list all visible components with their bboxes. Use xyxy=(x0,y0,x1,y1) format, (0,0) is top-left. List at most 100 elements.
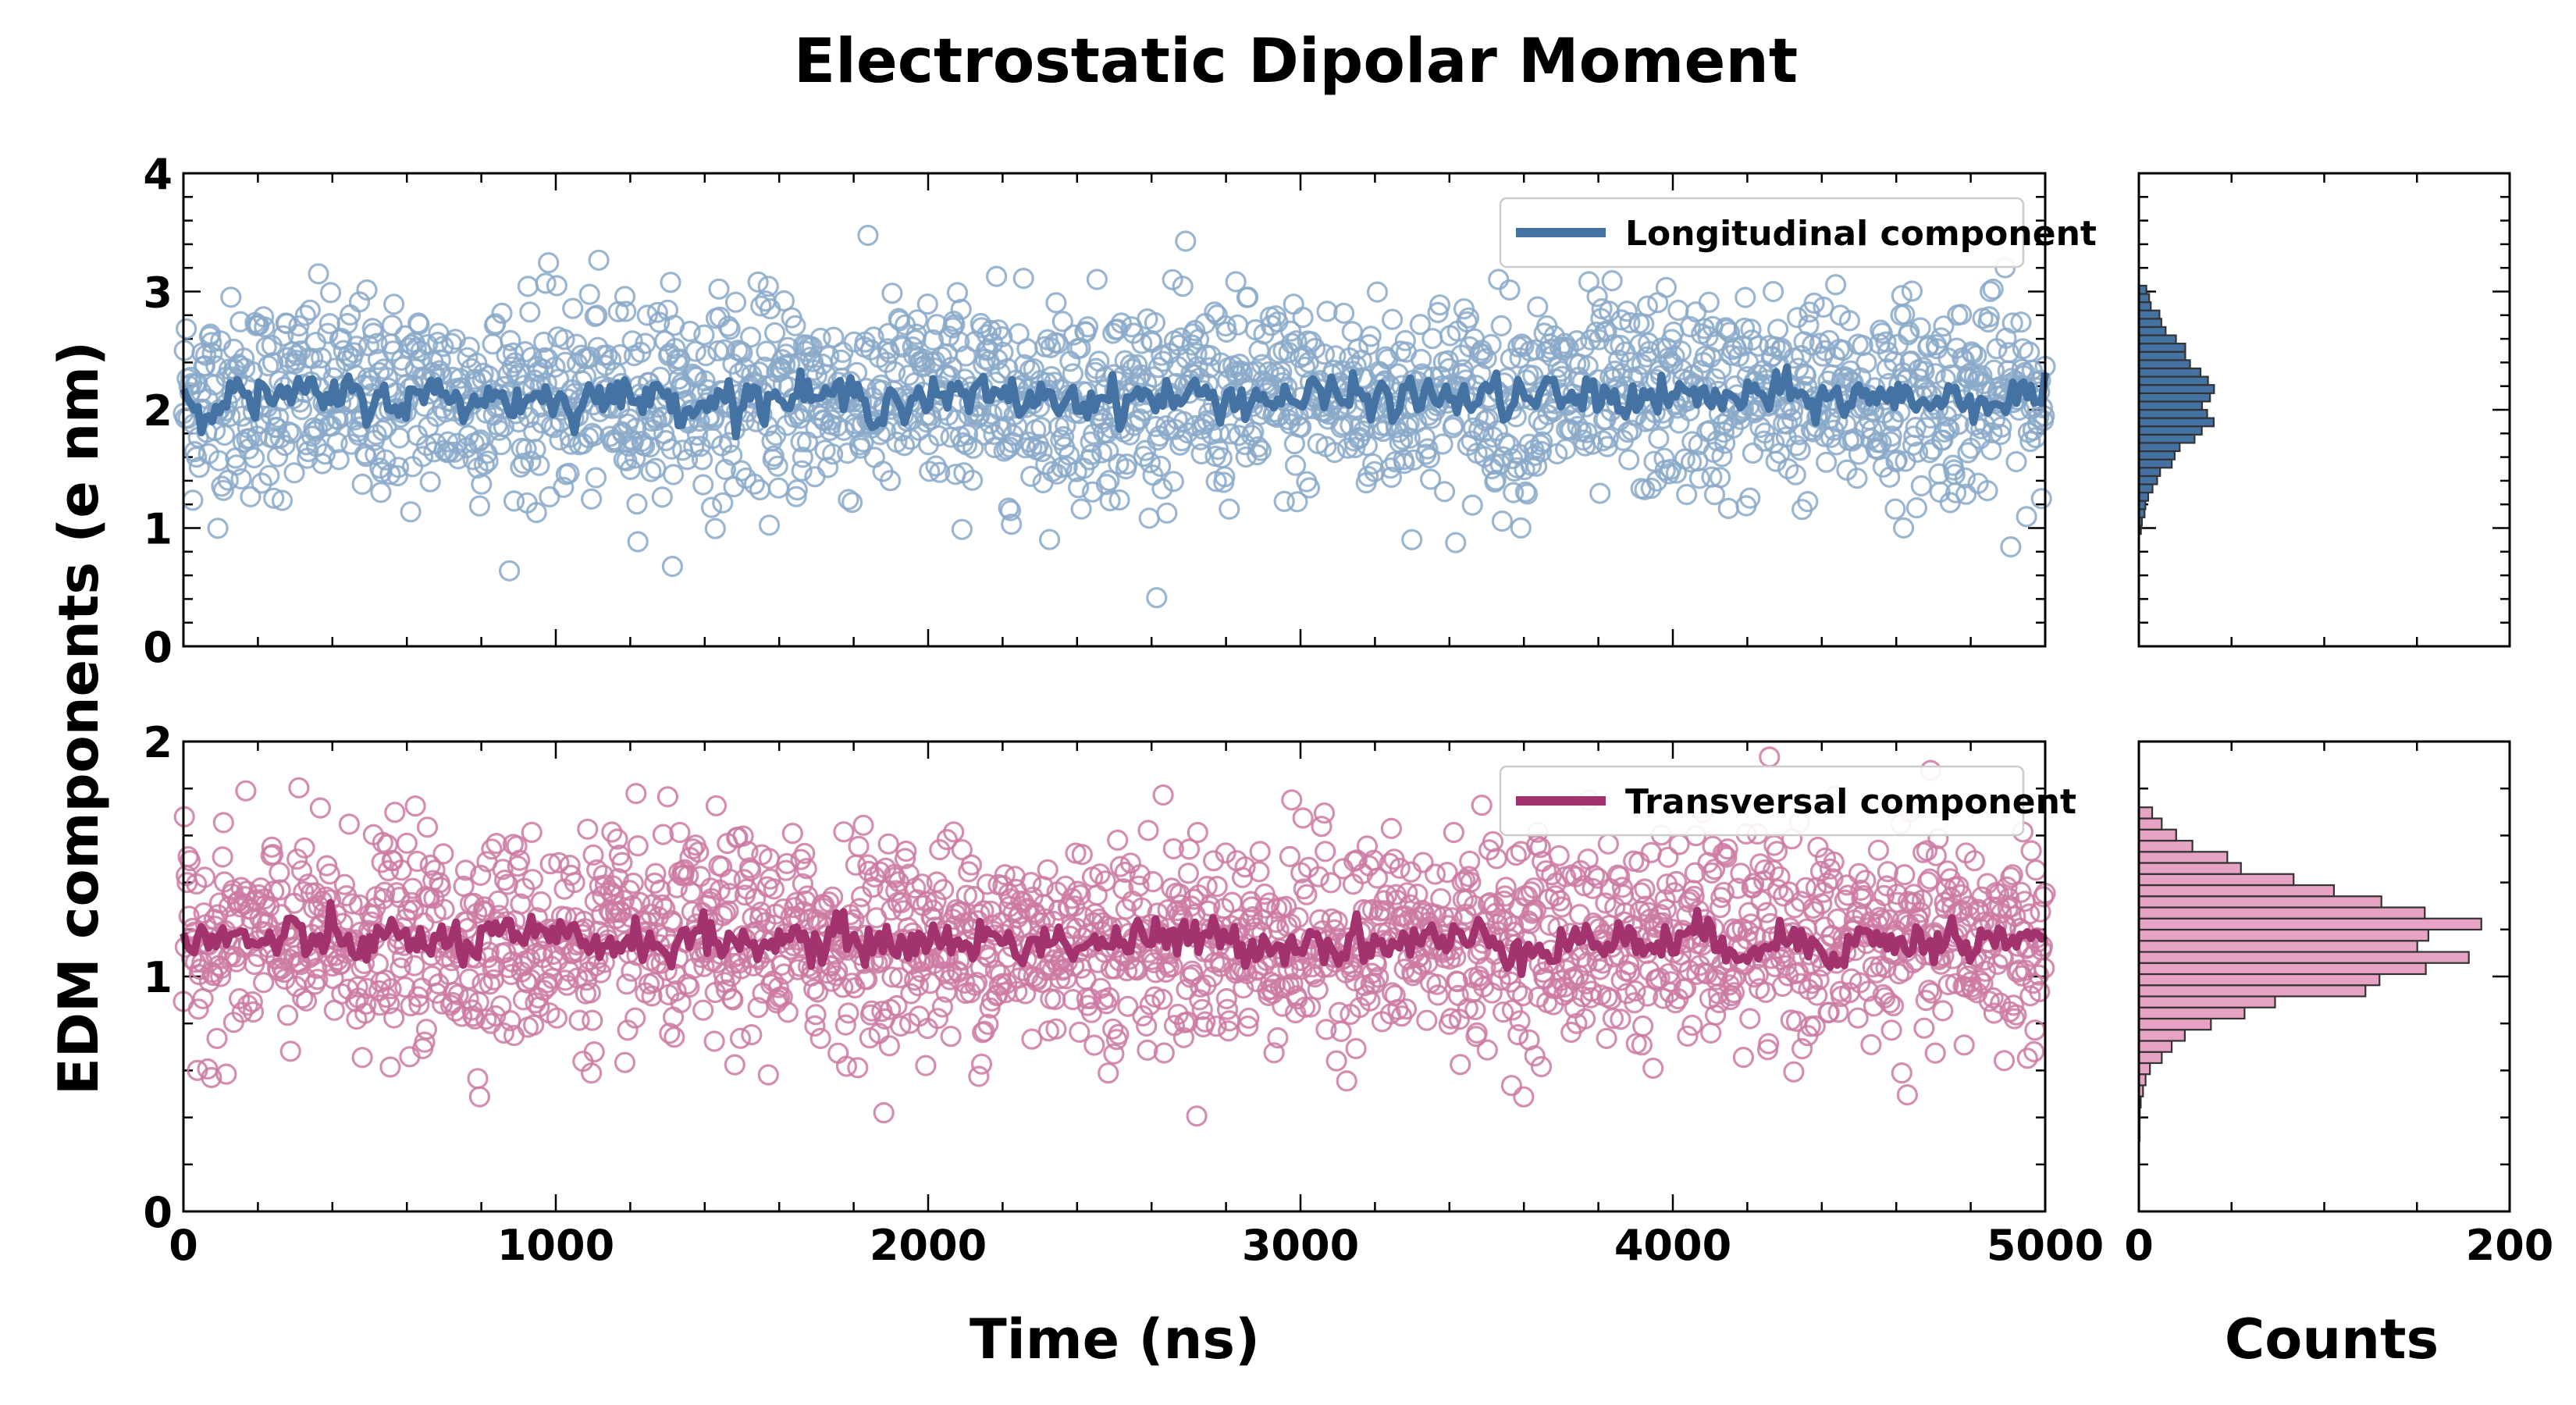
scatter-point xyxy=(664,1026,685,1048)
scatter-point xyxy=(645,457,667,479)
scatter-point xyxy=(1020,871,1042,894)
scatter-point xyxy=(1884,498,1906,520)
scatter-point xyxy=(389,427,411,449)
scatter-point xyxy=(601,821,623,843)
scatter-point xyxy=(695,345,717,367)
scatter-point xyxy=(926,871,948,893)
scatter-point xyxy=(1972,973,1994,994)
scatter-point xyxy=(268,407,290,429)
scatter-point xyxy=(1225,271,1247,293)
scatter-point xyxy=(1492,446,1514,468)
scatter-point xyxy=(1739,487,1761,509)
scatter-point xyxy=(1139,452,1162,474)
scatter-point xyxy=(283,462,305,484)
scatter-point xyxy=(475,1008,497,1030)
scatter-point xyxy=(244,446,265,469)
scatter-point xyxy=(1551,896,1573,918)
scatter-point xyxy=(732,825,754,847)
scatter-point xyxy=(1636,295,1659,317)
scatter-point xyxy=(1109,855,1131,877)
scatter-point xyxy=(1909,317,1931,339)
scatter-point xyxy=(1156,502,1178,524)
scatter-point xyxy=(473,454,496,475)
scatter-point xyxy=(1204,301,1226,323)
scatter-point xyxy=(878,1035,901,1057)
scatter-point xyxy=(471,973,493,994)
scatter-point xyxy=(660,272,681,293)
scatter-point xyxy=(493,870,516,891)
scatter-point xyxy=(1425,904,1447,926)
scatter-point xyxy=(785,486,807,507)
scatter-point xyxy=(686,424,709,446)
scatter-point xyxy=(253,306,275,328)
scatter-point xyxy=(2010,311,2032,333)
scatter-point xyxy=(1843,428,1865,450)
scatter-point xyxy=(1062,363,1084,385)
y-axis-label: EDM components (e nm) xyxy=(47,341,111,1095)
scatter-point xyxy=(1152,784,1174,806)
scatter-point xyxy=(869,861,891,883)
scatter-point xyxy=(487,890,509,912)
scatter-point xyxy=(984,959,1007,981)
scatter-point xyxy=(980,319,1002,342)
scatter-point xyxy=(1191,998,1213,1020)
scatter-point xyxy=(1523,877,1545,899)
scatter-point xyxy=(1421,328,1443,350)
scatter-point xyxy=(368,980,390,1001)
scatter-point xyxy=(749,478,771,501)
scatter-point xyxy=(767,455,788,477)
scatter-point xyxy=(469,429,492,451)
scatter-point xyxy=(1177,863,1200,884)
scatter-point xyxy=(1614,902,1636,924)
scatter-point xyxy=(820,409,843,431)
scatter-point xyxy=(1811,893,1833,915)
scatter-point xyxy=(1619,311,1641,333)
scatter-point xyxy=(380,978,402,1000)
scatter-point xyxy=(253,972,275,994)
scatter-point xyxy=(893,435,916,457)
scatter-point xyxy=(237,994,258,1016)
scatter-point xyxy=(1080,443,1102,465)
scatter-point xyxy=(269,862,290,884)
histogram-bar xyxy=(2137,862,2242,875)
scatter-point xyxy=(1532,414,1554,436)
scatter-point xyxy=(721,444,743,466)
histogram-bar xyxy=(2137,1029,2186,1042)
scatter-point xyxy=(1426,973,1448,995)
scatter-point xyxy=(1326,910,1348,933)
scatter-point xyxy=(468,495,491,517)
scatter-point xyxy=(1530,1055,1553,1078)
scatter-point xyxy=(1178,838,1201,860)
scatter-point xyxy=(700,496,723,518)
scatter-point xyxy=(1315,1019,1337,1040)
scatter-point xyxy=(753,356,776,378)
scatter-point xyxy=(419,854,441,877)
scatter-point xyxy=(514,341,536,363)
scatter-point xyxy=(1976,479,1998,502)
scatter-point xyxy=(688,841,710,863)
scatter-point xyxy=(1409,314,1432,336)
scatter-point xyxy=(1149,455,1172,478)
histogram-bar xyxy=(2137,367,2202,378)
scatter-point xyxy=(1332,302,1355,324)
scatter-point xyxy=(1513,336,1535,357)
scatter-point xyxy=(718,432,740,454)
scatter-point xyxy=(1471,794,1493,816)
scatter-point xyxy=(1427,984,1449,1006)
transversal-scatter-xtick-label: 5000 xyxy=(1987,1221,2104,1270)
scatter-point xyxy=(521,869,544,891)
scatter-point xyxy=(795,858,817,880)
scatter-point xyxy=(1848,863,1870,884)
scatter-point xyxy=(251,472,272,494)
scatter-point xyxy=(1898,321,1920,343)
scatter-point xyxy=(1876,358,1898,380)
scatter-point xyxy=(1667,299,1689,322)
scatter-point xyxy=(661,555,684,578)
scatter-point xyxy=(1822,868,1844,890)
scatter-point xyxy=(827,1042,849,1064)
scatter-point xyxy=(226,454,247,476)
scatter-point xyxy=(835,1055,858,1077)
scatter-point xyxy=(515,438,537,460)
scatter-point xyxy=(1438,357,1461,379)
scatter-point xyxy=(823,326,845,348)
